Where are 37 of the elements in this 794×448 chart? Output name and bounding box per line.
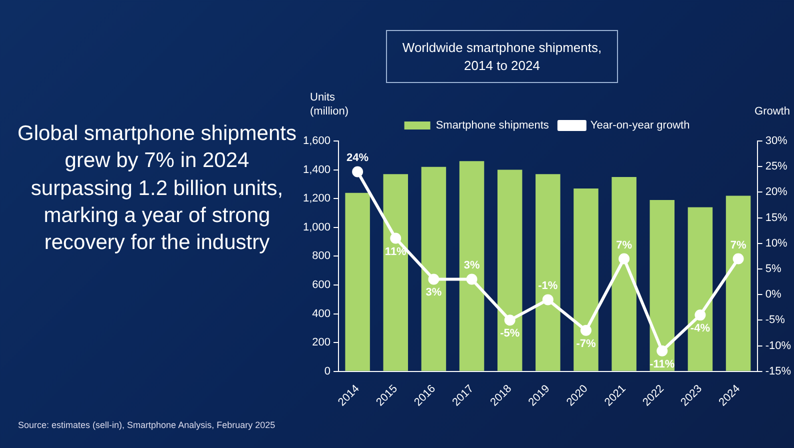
chart-title: Worldwide smartphone shipments, 2014 to 2024 — [386, 30, 618, 84]
data-label: -11% — [650, 358, 675, 370]
y-tick-label: 1,200 — [302, 192, 331, 205]
data-label: 7% — [730, 239, 746, 252]
data-label: 7% — [616, 239, 632, 252]
data-label: 24% — [346, 152, 369, 164]
y2-tick-label: 0% — [765, 288, 782, 301]
y-tick-label: 800 — [312, 250, 331, 262]
data-label: -5% — [500, 328, 520, 340]
y-tick-label: 1,600 — [302, 135, 331, 148]
y2-tick-label: 5% — [765, 263, 782, 276]
legend-label: Year-on-year growth — [590, 120, 690, 132]
text: Global smartphone shipments grew by 7% in 2024 surpassing 1.2 billion units, marking a year of strong recovery for the industry — [16, 121, 298, 256]
data-label: -1% — [538, 280, 558, 292]
source-note: Source: estimates (sell-in), Smartphone Analysis, February 2025 — [18, 420, 276, 430]
y-tick-label: 0 — [324, 365, 331, 378]
y-tick-label: 400 — [312, 308, 331, 320]
y2-tick-label: 20% — [765, 186, 788, 198]
y2-tick-label: 30% — [765, 135, 788, 148]
y2-tick-label: 25% — [765, 160, 788, 173]
y2-tick-label: -15% — [765, 365, 792, 378]
y2-tick-label: -5% — [765, 314, 786, 326]
y-tick-label: 200 — [312, 336, 331, 349]
y-tick-label: 1,000 — [302, 221, 331, 234]
y-tick-label: 600 — [312, 279, 331, 292]
y2-tick-label: 10% — [765, 237, 788, 250]
data-label: 3% — [426, 286, 442, 299]
y2-tick-label: -10% — [765, 340, 792, 352]
y2-axis-title: Growth — [754, 106, 790, 118]
y-tick-label: 1,400 — [302, 164, 331, 176]
y2-tick-label: 15% — [765, 212, 788, 224]
data-label: -4% — [690, 322, 710, 335]
y-axis-title: Units (million) — [310, 92, 348, 118]
data-label: 11% — [384, 246, 407, 258]
data-label: 3% — [464, 260, 480, 272]
legend-label: Smartphone shipments — [436, 120, 550, 132]
data-label: -7% — [576, 338, 596, 350]
